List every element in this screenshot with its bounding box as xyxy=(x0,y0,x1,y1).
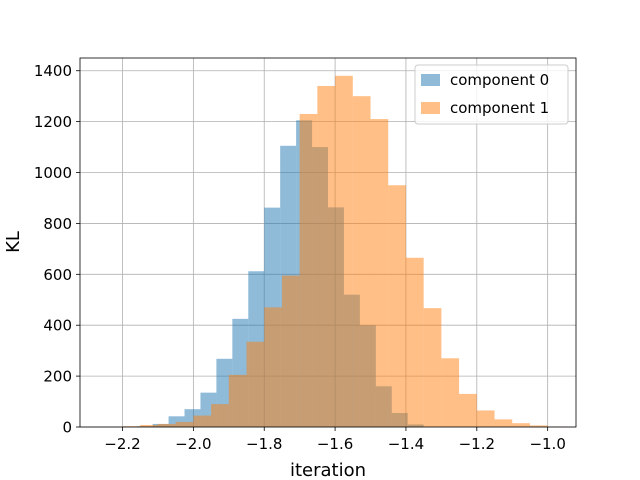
histogram-bar xyxy=(423,308,442,427)
legend-label: component 0 xyxy=(450,71,549,89)
histogram-bar xyxy=(193,415,212,427)
x-tick-label: −1.8 xyxy=(246,435,282,453)
series-1-bars xyxy=(122,75,566,428)
x-axis-label: iteration xyxy=(290,460,366,480)
x-tick-label: −1.4 xyxy=(388,435,424,453)
histogram-bar xyxy=(168,416,185,427)
histogram-bar xyxy=(441,358,460,427)
y-tick-label: 800 xyxy=(43,215,72,233)
x-tick-label: −2.2 xyxy=(104,435,140,453)
plot-frame xyxy=(79,57,577,428)
legend-swatch xyxy=(421,102,440,114)
y-tick-label: 200 xyxy=(43,368,72,386)
histogram-bar xyxy=(370,119,389,427)
y-tick-label: 600 xyxy=(43,266,72,284)
histogram-bar xyxy=(211,404,229,427)
histogram-bar xyxy=(352,96,371,427)
legend-box xyxy=(414,64,569,125)
y-tick-label: 400 xyxy=(43,317,72,335)
axis-ticks: −2.2 −2.0 −1.8 −1.6 −1.4 −1.2 −1.0 0 200 400 600 80… xyxy=(34,62,566,453)
y-tick-label: 1000 xyxy=(34,164,72,182)
histogram-bars xyxy=(122,75,566,428)
histogram-bar xyxy=(317,85,336,427)
histogram-bar xyxy=(459,393,477,427)
legend: component 0 component 1 xyxy=(414,64,569,125)
histogram-bar xyxy=(476,410,495,427)
histogram-bar xyxy=(494,419,513,427)
histogram-bar xyxy=(157,423,176,427)
y-tick-label: 1200 xyxy=(34,113,72,131)
x-tick-label: −1.6 xyxy=(317,435,353,453)
histogram-bar xyxy=(335,75,353,428)
histogram-bar xyxy=(529,425,548,427)
histogram-bar xyxy=(281,275,300,427)
histogram-bar xyxy=(388,185,406,427)
y-tick-label: 0 xyxy=(62,419,72,437)
histogram-bar xyxy=(175,421,194,427)
histogram-bar xyxy=(246,341,265,427)
legend-swatch xyxy=(421,74,440,86)
histogram-bar xyxy=(512,423,530,427)
histogram-bar xyxy=(299,113,318,427)
histogram-bar xyxy=(405,257,424,427)
y-axis-label: KL xyxy=(3,231,24,253)
y-tick-label: 1400 xyxy=(34,62,72,80)
histogram-bar xyxy=(228,374,247,427)
legend-label: component 1 xyxy=(450,99,549,117)
histogram-bar xyxy=(264,307,282,427)
x-tick-label: −1.0 xyxy=(529,435,565,453)
x-tick-label: −2.0 xyxy=(175,435,211,453)
x-tick-label: −1.2 xyxy=(459,435,495,453)
histogram-bar xyxy=(140,424,158,427)
